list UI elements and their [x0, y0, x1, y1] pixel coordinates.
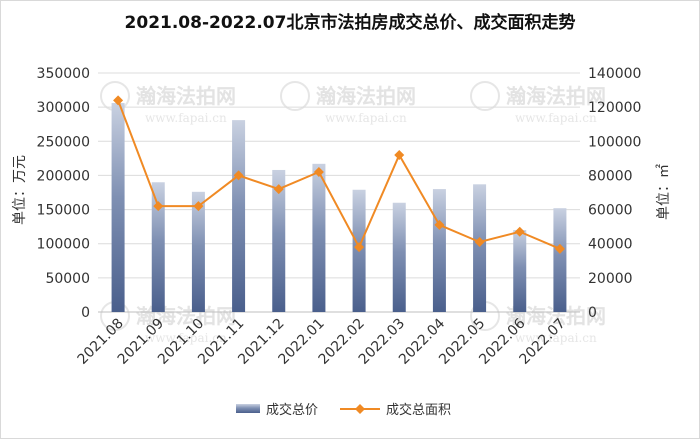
- bar: [111, 103, 125, 312]
- right-tick-label: 100000: [588, 134, 641, 150]
- line-marker: [514, 226, 525, 237]
- watermark-url: www.fapai.cn: [145, 111, 227, 125]
- watermark-text: 瀚海法拍网: [316, 84, 416, 108]
- left-axis-label: 单位：万元: [12, 155, 28, 225]
- bar: [312, 163, 326, 312]
- line-marker: [474, 237, 485, 248]
- left-tick-label: 100000: [37, 237, 90, 253]
- legend-line-marker: [355, 404, 365, 414]
- line-marker: [193, 201, 204, 212]
- bar: [473, 184, 487, 312]
- watermark-seal: [280, 81, 310, 111]
- right-tick-label: 40000: [588, 237, 633, 253]
- line-path: [117, 99, 561, 250]
- left-tick-label: 300000: [37, 100, 90, 116]
- right-tick-label: 60000: [588, 203, 633, 219]
- line-marker: [354, 242, 365, 253]
- left-tick-label: 150000: [37, 203, 90, 219]
- watermark-url: www.fapai.cn: [515, 111, 597, 125]
- bar: [232, 120, 246, 312]
- watermark-url: www.fapai.cn: [145, 331, 227, 345]
- line-marker: [313, 167, 324, 178]
- bar: [151, 182, 165, 312]
- bar: [553, 208, 567, 312]
- line-marker: [554, 243, 565, 254]
- line-marker: [153, 201, 164, 212]
- left-tick-label: 250000: [37, 134, 90, 150]
- left-axis-ticks: 0 50000 100000 150000 200000 250000 300000 3500…: [37, 66, 90, 321]
- bar: [392, 202, 406, 312]
- legend-bar-swatch: [236, 404, 260, 413]
- legend-line-label: 成交总面积: [386, 402, 451, 418]
- line-marker: [113, 95, 124, 106]
- left-tick-label: 0: [81, 305, 90, 321]
- bar: [432, 189, 446, 312]
- line-marker: [233, 170, 244, 181]
- bar: [272, 169, 286, 312]
- left-tick-label: 50000: [45, 271, 90, 287]
- right-tick-label: 0: [588, 305, 597, 321]
- legend-bar-label: 成交总价: [266, 402, 318, 418]
- right-tick-label: 20000: [588, 271, 633, 287]
- bar: [191, 191, 205, 312]
- watermark-seal: [470, 81, 500, 111]
- chart-title: 2021.08-2022.07北京市法拍房成交总价、成交面积走势: [125, 12, 576, 33]
- legend: 成交总价 成交总面积: [236, 402, 451, 418]
- watermark-url: www.fapai.cn: [515, 331, 597, 345]
- right-tick-label: 140000: [588, 66, 641, 82]
- left-tick-label: 350000: [37, 66, 90, 82]
- left-tick-label: 200000: [37, 168, 90, 184]
- watermark-layer: 瀚海法拍网 www.fapai.cn 瀚海法拍网 www.fapai.cn 瀚海法拍网 w…: [100, 81, 606, 345]
- bar: [513, 230, 527, 312]
- line-marker: [434, 219, 445, 230]
- watermark-text: 瀚海法拍网: [506, 84, 606, 108]
- right-axis-label: 单位：㎡: [656, 164, 672, 220]
- right-tick-label: 120000: [588, 100, 641, 116]
- right-tick-label: 80000: [588, 168, 633, 184]
- line-series: [113, 95, 565, 254]
- line-marker: [394, 149, 405, 160]
- watermark-text: 瀚海法拍网: [136, 84, 236, 108]
- watermark-url: www.fapai.cn: [325, 111, 407, 125]
- right-axis-ticks: 0 20000 40000 60000 80000 100000 120000 140000: [588, 66, 641, 321]
- line-marker: [273, 184, 284, 195]
